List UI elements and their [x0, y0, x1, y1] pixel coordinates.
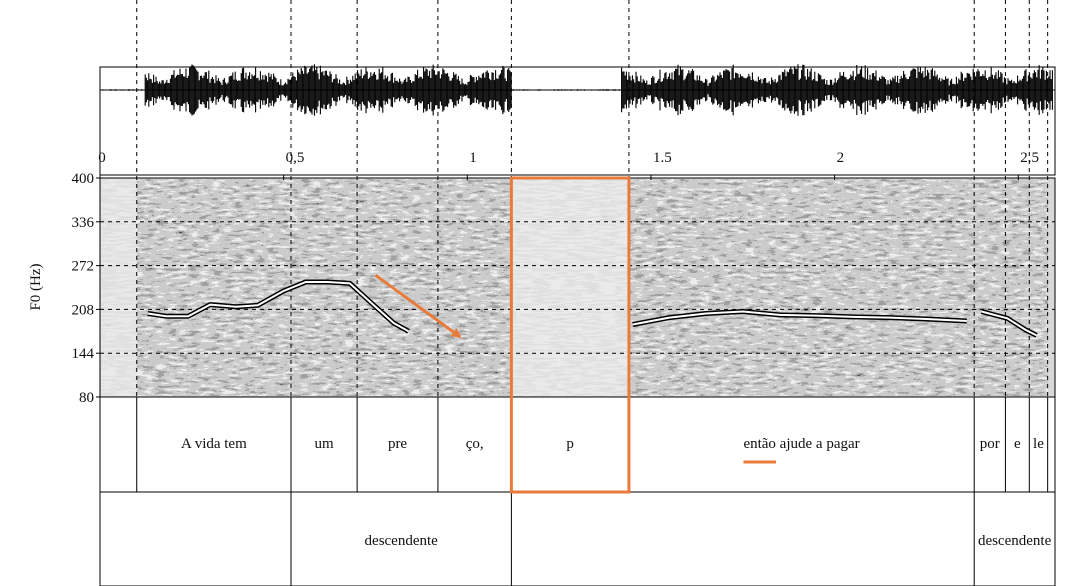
x-tick-label: 0 — [98, 150, 106, 166]
x-tick: 2.5 — [1017, 150, 1039, 180]
tier2-label: descendente — [978, 533, 1052, 549]
spectrogram-region — [511, 179, 629, 396]
x-tick-label: 2 — [837, 150, 845, 166]
tier1-label: ço, — [466, 436, 484, 452]
y-tick: 400 — [72, 171, 100, 187]
tier2-interval: descendente — [290, 492, 439, 586]
spectrogram-region — [136, 179, 512, 396]
f0-contour — [147, 279, 1038, 338]
y-tick-label: 336 — [72, 215, 95, 231]
x-tick: 2 — [834, 150, 845, 180]
spectrogram-region — [628, 179, 1048, 396]
tier2-interval: descendente — [973, 492, 1052, 586]
y-axis-label: F0 (Hz) — [28, 263, 44, 310]
trend-arrow — [374, 273, 462, 338]
f0-line — [981, 310, 1038, 337]
horizontal-gridlines — [100, 221, 1055, 354]
tier1-interval: A vida tem — [136, 397, 247, 492]
tier1-interval: pre — [356, 397, 407, 492]
y-tick-label: 272 — [72, 259, 95, 275]
tier1-label: um — [314, 436, 334, 452]
tier1-interval: ço, — [437, 397, 484, 492]
f0-line — [147, 281, 409, 333]
y-tick: 80 — [79, 390, 100, 406]
tier1-words: A vida tem um pre ço, p então ajude a pagar po… — [99, 396, 1056, 493]
y-tick: 144 — [72, 346, 100, 362]
y-tick: 272 — [72, 259, 100, 275]
x-tick-label: 2.5 — [1020, 150, 1039, 166]
waveform-trace — [100, 64, 1055, 116]
tier2-frame — [99, 491, 1056, 586]
tier1-label: pre — [388, 436, 407, 452]
waveform-signal — [101, 64, 1053, 116]
x-tick-label: 1.5 — [653, 150, 672, 166]
tier1-label: e — [1014, 436, 1021, 452]
tier2-contours: descendente descendente — [99, 491, 1056, 586]
y-tick: 208 — [72, 302, 100, 318]
y-tick-label: 400 — [72, 171, 95, 187]
y-tick-label: 144 — [72, 346, 95, 362]
spectrogram-panel — [99, 177, 1056, 398]
tier1-frame — [99, 396, 1056, 493]
x-tick-label: 0,5 — [286, 150, 305, 166]
x-tick: 1 — [466, 150, 477, 180]
x-tick: 1.5 — [650, 150, 672, 180]
tier2-label: descendente — [365, 533, 439, 549]
tier1-interval: le — [1028, 397, 1044, 492]
tier1-interval: e — [1004, 397, 1021, 492]
x-tick-label: 1 — [469, 150, 477, 166]
tier1-interval: um — [290, 397, 334, 492]
y-tick-label: 208 — [72, 302, 95, 318]
x-tick: 0,5 — [283, 150, 305, 180]
boundary-lines — [136, 0, 1049, 397]
y-axis-ticks: 80 144 208 272 336 400 — [72, 171, 100, 406]
tier1-interval: por — [973, 397, 1000, 492]
spectrogram-texture — [101, 179, 1048, 396]
y-tick-label: 80 — [79, 390, 94, 406]
tier1-label: p — [566, 436, 574, 452]
pause-highlight-box — [509, 176, 631, 494]
f0-line — [632, 310, 967, 326]
y-tick: 336 — [72, 215, 100, 231]
tier1-label: le — [1033, 436, 1044, 452]
waveform-panel — [99, 64, 1056, 176]
spectrogram-region — [101, 179, 137, 396]
tier1-label: por — [980, 436, 1000, 452]
tier1-label: então ajude a pagar — [743, 436, 859, 452]
tier1-label: A vida tem — [181, 436, 247, 452]
x-axis-ticks: 0 0,5 1 1.5 2 2.5 — [98, 150, 1039, 180]
